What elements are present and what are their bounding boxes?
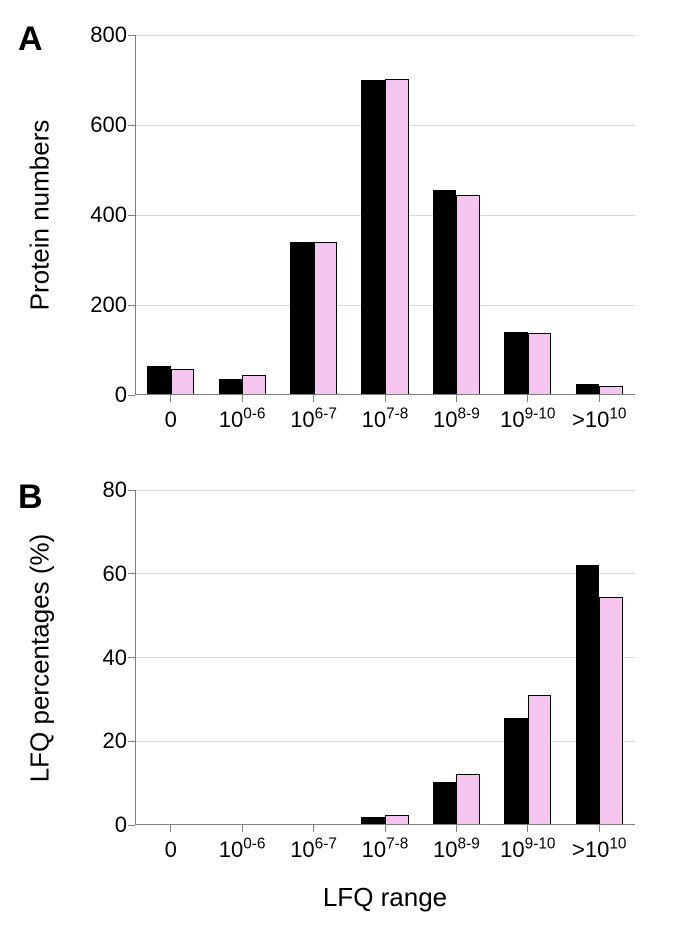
figure: A02004006008000100-6106-7107-8108-9109-1… xyxy=(0,0,689,934)
xtick xyxy=(385,825,386,832)
bar-s1 xyxy=(576,565,600,825)
xtick xyxy=(242,825,243,832)
xtick xyxy=(170,395,171,402)
bar-s1 xyxy=(504,332,528,395)
bar-group xyxy=(206,490,277,825)
ytick-label: 40 xyxy=(103,645,135,671)
bar-s2 xyxy=(456,195,480,395)
bar-group xyxy=(349,490,420,825)
bar-group xyxy=(492,490,563,825)
ytick-label: 400 xyxy=(90,202,135,228)
ytick-label: 80 xyxy=(103,477,135,503)
bar-s1 xyxy=(361,80,385,395)
xtick-label: 0 xyxy=(135,407,206,433)
xtick xyxy=(527,395,528,402)
bar-group xyxy=(135,490,206,825)
bar-s1 xyxy=(219,379,243,395)
bar-group xyxy=(349,35,420,395)
bar-group xyxy=(278,35,349,395)
xtick-label: 108-9 xyxy=(421,407,492,433)
xtick xyxy=(599,825,600,832)
bar-s2 xyxy=(242,375,266,395)
bar-s1 xyxy=(147,366,171,395)
bar-s2 xyxy=(385,79,409,395)
bar-group xyxy=(421,490,492,825)
bar-group xyxy=(206,35,277,395)
xtick xyxy=(456,825,457,832)
bar-group xyxy=(564,35,635,395)
bar-s1 xyxy=(504,718,528,825)
xtick-label: 108-9 xyxy=(421,837,492,863)
ytick-label: 0 xyxy=(115,382,135,408)
bar-s2 xyxy=(528,333,552,395)
ytick-label: 20 xyxy=(103,728,135,754)
xtick-label: 100-6 xyxy=(206,407,277,433)
xtick-label: >1010 xyxy=(564,837,635,863)
bar-group xyxy=(278,490,349,825)
bar-s2 xyxy=(456,774,480,825)
ytick-label: 600 xyxy=(90,112,135,138)
ytick-label: 60 xyxy=(103,561,135,587)
xtick xyxy=(456,395,457,402)
y-axis-title: LFQ percentages (%) xyxy=(25,533,56,782)
xtick-label: 107-8 xyxy=(349,837,420,863)
xtick xyxy=(599,395,600,402)
ytick-label: 200 xyxy=(90,292,135,318)
bar-s1 xyxy=(433,782,457,825)
xtick xyxy=(313,825,314,832)
y-axis-title: Protein numbers xyxy=(25,120,56,311)
y-axis xyxy=(135,35,136,395)
chart-a: 02004006008000100-6106-7107-8108-9109-10… xyxy=(135,35,635,395)
bar-s1 xyxy=(290,242,314,395)
xtick-label: 0 xyxy=(135,837,206,863)
xtick xyxy=(527,825,528,832)
ytick-label: 800 xyxy=(90,22,135,48)
xtick-label: 107-8 xyxy=(349,407,420,433)
xtick-label: 109-10 xyxy=(492,837,563,863)
bar-group xyxy=(135,35,206,395)
xtick-label: 100-6 xyxy=(206,837,277,863)
ytick-label: 0 xyxy=(115,812,135,838)
bar-group xyxy=(421,35,492,395)
bar-s2 xyxy=(599,597,623,825)
xtick-label: 106-7 xyxy=(278,407,349,433)
xtick-label: 106-7 xyxy=(278,837,349,863)
bars xyxy=(135,490,635,825)
xlabels: 0100-6106-7107-8108-9109-10>1010 xyxy=(135,407,635,433)
panel-label-a: A xyxy=(18,20,43,59)
xtick xyxy=(313,395,314,402)
bar-s2 xyxy=(314,242,338,395)
x-axis-title: LFQ range xyxy=(323,882,447,913)
bar-group xyxy=(564,490,635,825)
y-axis xyxy=(135,490,136,825)
panel-label-b: B xyxy=(18,478,43,517)
bars xyxy=(135,35,635,395)
chart-b: 0204060800100-6106-7107-8108-9109-10>101… xyxy=(135,490,635,825)
xtick xyxy=(242,395,243,402)
xtick xyxy=(170,825,171,832)
bar-group xyxy=(492,35,563,395)
xtick-label: >1010 xyxy=(564,407,635,433)
xlabels: 0100-6106-7107-8108-9109-10>1010 xyxy=(135,837,635,863)
bar-s1 xyxy=(433,190,457,395)
bar-s2 xyxy=(171,369,195,395)
xtick-label: 109-10 xyxy=(492,407,563,433)
bar-s2 xyxy=(528,695,552,825)
xtick xyxy=(385,395,386,402)
